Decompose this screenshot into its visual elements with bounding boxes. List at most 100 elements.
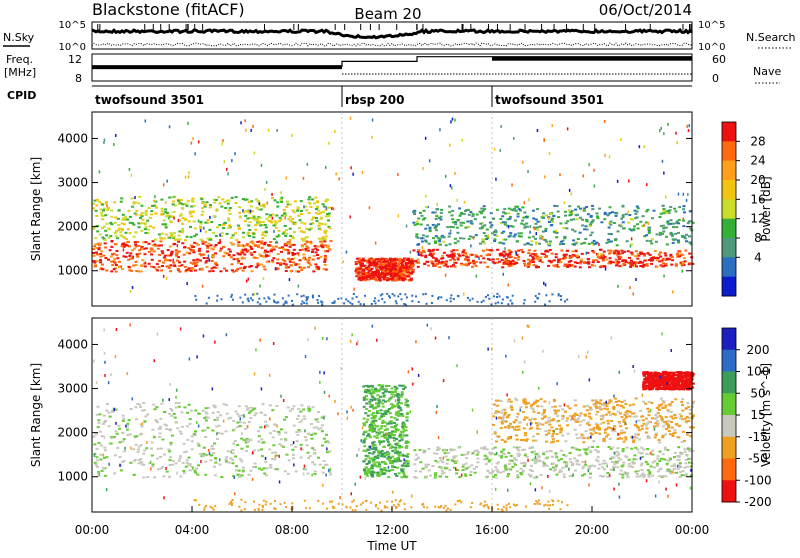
velocity-cell: [383, 395, 386, 397]
velocity-cell: [658, 439, 661, 441]
power-cell: [462, 250, 465, 252]
velocity-cell: [496, 462, 499, 464]
velocity-cell: [444, 452, 447, 454]
power-cell: [99, 261, 102, 263]
velocity-cell: [247, 441, 250, 443]
power-cell: [105, 270, 108, 272]
power-cell: [472, 260, 475, 262]
power-cell: [563, 237, 566, 239]
power-cell: [315, 208, 318, 210]
velocity-cell: [513, 457, 516, 459]
power-cell: [662, 262, 665, 264]
velocity-cell: [558, 471, 561, 473]
power-cell: [536, 221, 539, 223]
velocity-cell: [424, 464, 427, 466]
power-noise: [205, 230, 207, 233]
power-cell: [215, 235, 218, 237]
velocity-cell: [273, 430, 276, 432]
power-cell: [120, 201, 123, 203]
velocity-cell: [396, 457, 399, 459]
velocity-cell: [676, 455, 679, 457]
power-cell: [261, 237, 264, 239]
velocity-cell: [484, 455, 487, 457]
power-cell: [385, 258, 388, 260]
power-cell: [186, 252, 189, 254]
cpid-segment-label: rbsp 200: [345, 93, 404, 107]
power-noise: [604, 154, 606, 157]
power-noise: [450, 120, 452, 123]
velocity-cell: [523, 462, 526, 464]
power-ground-cell: [267, 296, 269, 298]
power-cell: [114, 222, 117, 224]
velocity-cell: [236, 426, 239, 428]
power-cell: [539, 226, 542, 228]
velocity-cell: [383, 461, 386, 463]
velocity-cell: [308, 410, 311, 412]
velocity-cell: [214, 462, 217, 464]
velocity-cell: [272, 436, 275, 438]
velocity-cell: [483, 446, 486, 448]
velocity-cell: [171, 435, 174, 437]
velocity-cell: [404, 442, 407, 444]
velocity-cell: [295, 470, 298, 472]
velocity-cell: [122, 415, 125, 417]
power-cell: [308, 198, 311, 200]
velocity-cell: [559, 469, 562, 471]
power-ground-cell: [252, 294, 254, 296]
velocity-cell: [311, 447, 314, 449]
power-cell: [238, 212, 241, 214]
velocity-cell: [650, 402, 653, 404]
power-cell: [288, 242, 291, 244]
power-cell: [528, 262, 531, 264]
power-cell: [222, 227, 225, 229]
velocity-cell: [405, 399, 408, 401]
power-cell: [236, 258, 239, 260]
power-cell: [175, 251, 178, 253]
power-cell: [508, 236, 511, 238]
power-cell: [106, 209, 109, 211]
power-cell: [541, 261, 544, 263]
velocity-cell: [253, 449, 256, 451]
power-cell: [151, 250, 154, 252]
power-ground-cell: [374, 297, 376, 299]
velocity-cell: [541, 461, 544, 463]
power-cell: [173, 265, 176, 267]
velocity-cell: [486, 458, 489, 460]
velocity-cell: [143, 409, 146, 411]
power-cell: [435, 218, 438, 220]
velocity-cell: [389, 437, 392, 439]
power-cell: [591, 242, 594, 244]
velocity-cell: [508, 398, 511, 400]
velocity-cell: [616, 451, 619, 453]
count-tick-top-right: 10^5: [698, 20, 725, 31]
power-cell: [356, 270, 359, 272]
velocity-cell: [186, 425, 189, 427]
velocity-cell: [415, 454, 418, 456]
velocity-cell: [362, 433, 365, 435]
power-cell: [486, 249, 489, 251]
velocity-cell: [216, 438, 219, 440]
velocity-cell: [320, 427, 323, 429]
power-ground-cell: [440, 296, 442, 298]
power-cell: [259, 217, 262, 219]
power-noise: [437, 203, 439, 206]
power-cell: [233, 258, 236, 260]
power-cell: [173, 243, 176, 245]
power-noise: [123, 248, 125, 251]
power-cell: [655, 241, 658, 243]
velocity-cell: [135, 418, 138, 420]
power-cell: [630, 252, 633, 254]
velocity-cell: [368, 385, 371, 387]
power-cell: [208, 270, 211, 272]
power-cell: [651, 217, 654, 219]
power-cell: [590, 215, 593, 217]
power-noise: [276, 129, 278, 132]
power-cell: [214, 252, 217, 254]
velocity-cell: [161, 466, 164, 468]
power-noise: [687, 125, 689, 128]
velocity-cell: [163, 475, 166, 477]
power-cell: [305, 246, 308, 248]
velocity-cell: [586, 409, 589, 411]
velocity-cell: [501, 409, 504, 411]
velocity-cell: [363, 406, 366, 408]
